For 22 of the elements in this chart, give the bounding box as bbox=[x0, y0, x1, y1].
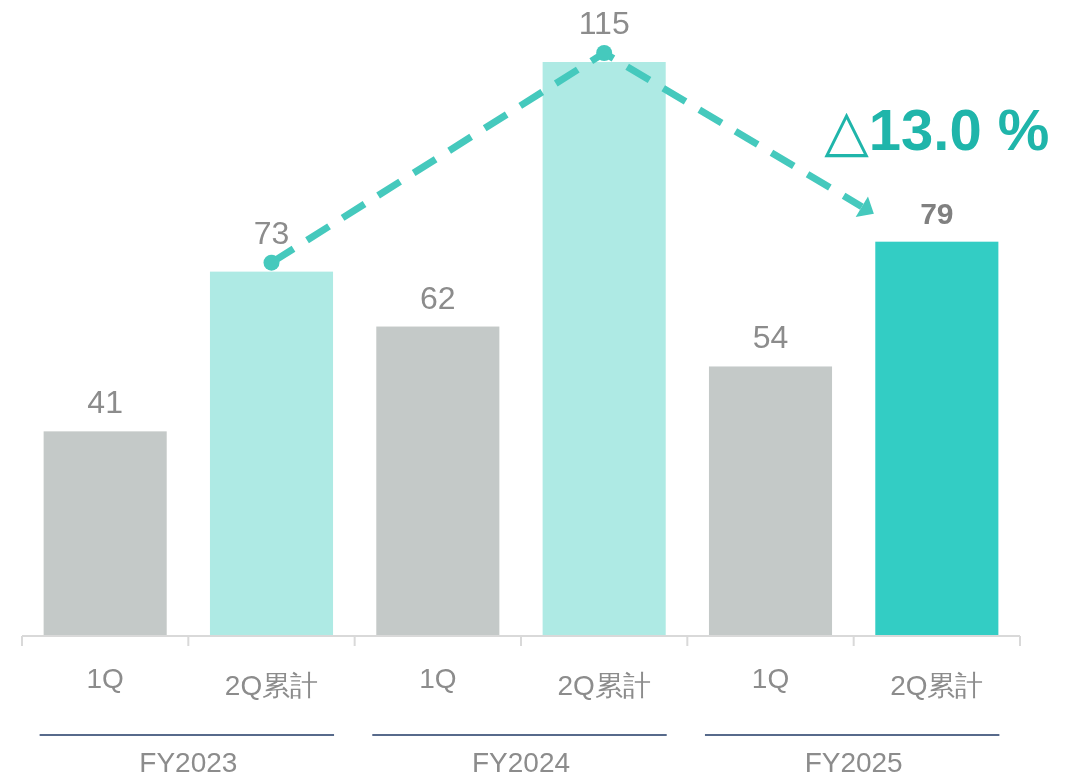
x-tick-label: 1Q bbox=[751, 663, 790, 694]
bar bbox=[376, 326, 500, 636]
x-tick-label: 2Q累計 bbox=[890, 670, 984, 701]
bar bbox=[43, 431, 167, 636]
text: FY2024 bbox=[471, 747, 571, 778]
x-tick-label: 2Q累計 bbox=[224, 670, 319, 701]
bar bbox=[875, 241, 999, 636]
data-label: 54 bbox=[752, 319, 789, 356]
data-label: 115 bbox=[578, 5, 630, 41]
bar bbox=[542, 62, 666, 636]
bar bbox=[209, 271, 334, 636]
text: FY2025 bbox=[804, 747, 903, 778]
bar bbox=[708, 366, 833, 636]
data-label: 41 bbox=[87, 384, 123, 421]
data-label: 73 bbox=[253, 214, 290, 251]
data-label: 62 bbox=[420, 279, 456, 316]
x-tick-label: 2Q累計 bbox=[557, 670, 651, 701]
text: FY2023 bbox=[139, 747, 238, 778]
data-label: 79 bbox=[920, 196, 954, 230]
x-tick-label: 1Q bbox=[419, 663, 457, 694]
x-tick-label: 1Q bbox=[86, 663, 124, 694]
annotation: △13.0 % bbox=[824, 97, 1050, 162]
